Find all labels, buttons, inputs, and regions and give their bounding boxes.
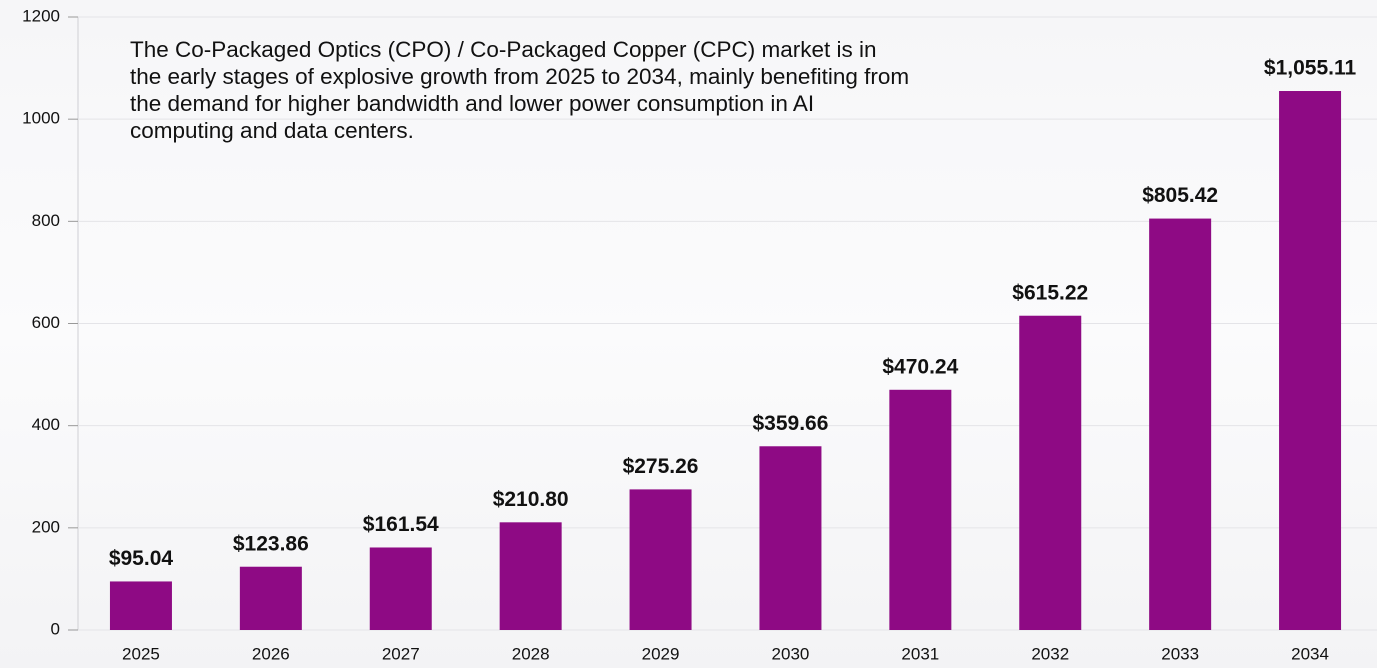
x-tick-label: 2031	[901, 644, 939, 663]
bar	[629, 489, 692, 630]
x-tick-label: 2034	[1291, 644, 1329, 663]
y-tick-label: 1200	[22, 6, 60, 25]
bar	[499, 522, 562, 630]
value-label: $161.54	[363, 513, 439, 536]
x-tick-label: 2028	[512, 644, 550, 663]
value-label: $275.26	[623, 455, 699, 478]
x-tick-label: 2033	[1161, 644, 1199, 663]
y-tick-label: 1000	[22, 109, 60, 128]
value-label: $470.24	[882, 355, 958, 378]
bar	[1279, 91, 1342, 630]
x-tick-label: 2027	[382, 644, 420, 663]
y-tick-label: 600	[32, 313, 60, 332]
y-tick-label: 400	[32, 415, 60, 434]
value-label: $123.86	[233, 532, 309, 555]
bar	[1149, 218, 1212, 630]
value-label: $615.22	[1012, 281, 1088, 304]
y-tick-label: 800	[32, 211, 60, 230]
x-tick-label: 2030	[772, 644, 810, 663]
x-tick-label: 2032	[1031, 644, 1069, 663]
value-label: $805.42	[1142, 184, 1218, 207]
bar	[889, 389, 952, 630]
bar	[239, 566, 302, 630]
bar	[109, 581, 172, 630]
x-tick-label: 2026	[252, 644, 290, 663]
value-label: $359.66	[752, 412, 828, 435]
bar	[369, 547, 432, 630]
value-label: $210.80	[493, 488, 569, 511]
y-tick-label: 0	[51, 619, 60, 638]
x-tick-label: 2029	[642, 644, 680, 663]
bar	[759, 446, 822, 630]
y-tick-label: 200	[32, 517, 60, 536]
value-label: $1,055.11	[1264, 57, 1357, 80]
bar	[1019, 315, 1082, 630]
value-label: $95.04	[109, 547, 174, 570]
x-tick-label: 2025	[122, 644, 160, 663]
annotation: The Co-Packaged Optics (CPO) / Co-Packag…	[130, 37, 910, 143]
